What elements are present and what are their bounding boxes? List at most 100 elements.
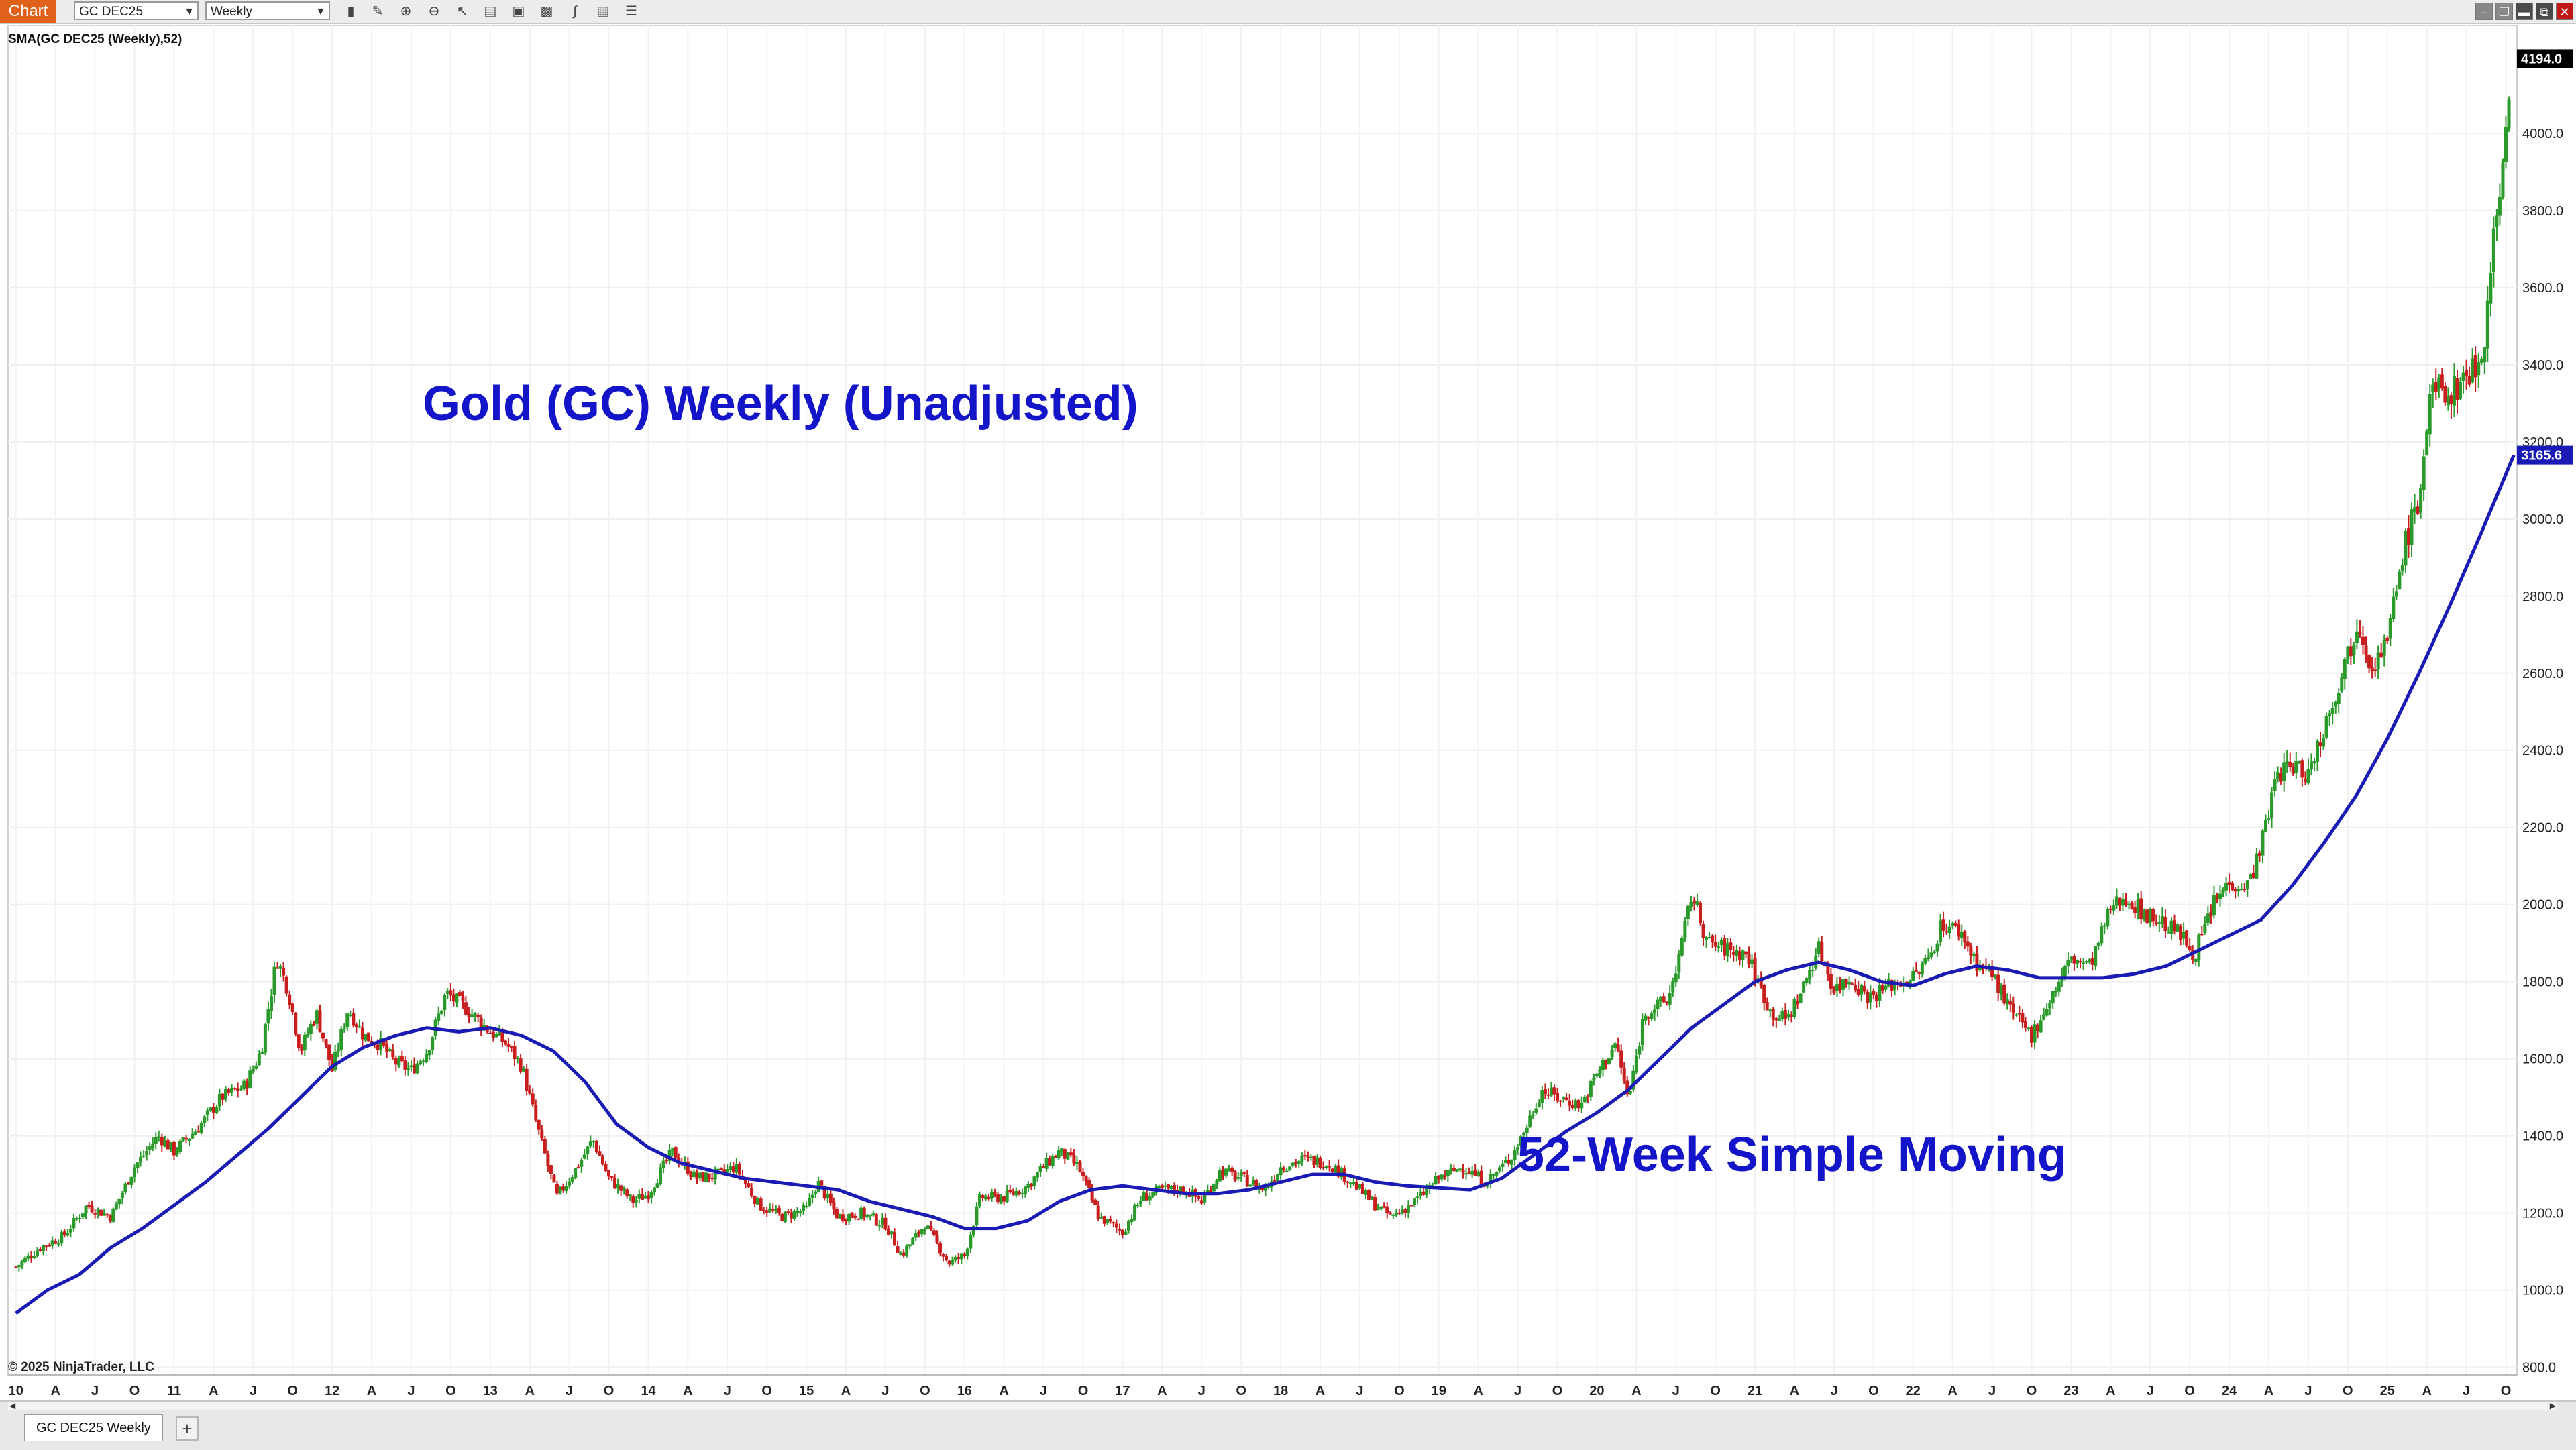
properties-icon[interactable]: ▤ bbox=[484, 4, 497, 19]
minimize-icon[interactable]: – bbox=[2475, 3, 2493, 20]
candle-body bbox=[549, 1165, 553, 1174]
candle-body bbox=[826, 1194, 830, 1198]
candle-body bbox=[519, 1058, 523, 1072]
list-icon[interactable]: ☰ bbox=[625, 4, 637, 19]
candle-body bbox=[36, 1250, 40, 1256]
candle-body bbox=[1005, 1190, 1009, 1202]
scroll-left-icon[interactable]: ◀ bbox=[9, 1401, 16, 1410]
candle-body bbox=[640, 1194, 644, 1200]
zoom-out-icon[interactable]: ⊖ bbox=[428, 4, 440, 19]
candle-body bbox=[2130, 903, 2134, 909]
zoom-in-icon[interactable]: ⊕ bbox=[400, 4, 412, 19]
candle-body bbox=[1656, 999, 1660, 1009]
candle-body bbox=[397, 1058, 401, 1066]
candle-body bbox=[574, 1168, 578, 1178]
add-tab-button[interactable]: + bbox=[176, 1416, 199, 1441]
draw-tools-icon[interactable]: ✎ bbox=[372, 4, 384, 19]
templates-icon[interactable]: ▣ bbox=[512, 4, 525, 19]
restore-icon[interactable]: ⧉ bbox=[2536, 3, 2553, 20]
candle-body bbox=[2479, 359, 2483, 363]
candle-body bbox=[60, 1232, 64, 1244]
horizontal-scrollbar[interactable]: ◀ ▶ bbox=[8, 1402, 2557, 1410]
candle-body bbox=[710, 1178, 714, 1180]
candle-body bbox=[1540, 1090, 1544, 1103]
candle-body bbox=[17, 1265, 21, 1268]
candle-body bbox=[352, 1013, 356, 1026]
candle-body bbox=[890, 1231, 894, 1235]
candle-body bbox=[1525, 1127, 1529, 1133]
candle-body bbox=[1163, 1185, 1167, 1187]
strategies-icon[interactable]: ▦ bbox=[596, 4, 610, 19]
candle-body bbox=[2209, 911, 2213, 917]
instrument-selector[interactable]: GC DEC25 ▼ bbox=[74, 1, 199, 20]
candle-body bbox=[1032, 1176, 1036, 1186]
candle-body bbox=[543, 1139, 547, 1154]
x-tick-label: 25 bbox=[2380, 1384, 2395, 1398]
candle-body bbox=[1221, 1170, 1225, 1177]
candle-body bbox=[832, 1201, 836, 1209]
candle-body bbox=[1953, 923, 1957, 926]
scroll-right-icon[interactable]: ▶ bbox=[2549, 1401, 2556, 1410]
candle-body bbox=[2224, 883, 2229, 891]
restore-icon[interactable]: ❐ bbox=[2496, 3, 2513, 20]
candle-body bbox=[893, 1232, 897, 1246]
candle-body bbox=[1747, 954, 1751, 964]
bar-type-icon[interactable]: ▮ bbox=[347, 4, 355, 19]
candle-body bbox=[1677, 954, 1681, 972]
indicators-icon[interactable]: ∫ bbox=[573, 4, 577, 19]
pointer-icon[interactable]: ↖ bbox=[456, 4, 468, 19]
candle-body bbox=[2425, 431, 2429, 455]
x-tick-label: A bbox=[841, 1384, 851, 1398]
candle-body bbox=[473, 1013, 477, 1016]
x-tick-label: J bbox=[724, 1384, 731, 1398]
candle-body bbox=[932, 1230, 936, 1235]
candle-body bbox=[1367, 1190, 1371, 1200]
candle-body bbox=[2212, 895, 2216, 916]
candle-body bbox=[503, 1040, 507, 1044]
data-box-icon[interactable]: ▩ bbox=[540, 4, 553, 19]
candle-body bbox=[625, 1189, 629, 1197]
candle-body bbox=[1519, 1136, 1523, 1146]
price-chart[interactable]: 800.0 1000.0 1200.0 1400.0 1600.0 1800.0 2000.… bbox=[0, 0, 2576, 1400]
candle-body bbox=[2118, 897, 2122, 906]
x-tick-label: O bbox=[2184, 1384, 2195, 1398]
candle-body bbox=[1945, 931, 1949, 933]
candle-body bbox=[665, 1160, 669, 1162]
close-icon[interactable]: ✕ bbox=[2556, 3, 2573, 20]
x-tick-label: O bbox=[1552, 1384, 1563, 1398]
interval-selector[interactable]: Weekly ▼ bbox=[205, 1, 330, 20]
candle-body bbox=[306, 1034, 310, 1036]
candle-body bbox=[1768, 1009, 1772, 1011]
candle-body bbox=[965, 1248, 969, 1256]
candle-body bbox=[2114, 896, 2118, 906]
y-tick-label: 1000.0 bbox=[2522, 1284, 2563, 1298]
candle-body bbox=[1939, 920, 1943, 942]
instrument-tab[interactable]: GC DEC25 Weekly bbox=[24, 1414, 163, 1441]
candle-body bbox=[2495, 215, 2499, 227]
candle-body bbox=[920, 1229, 924, 1235]
candle-body bbox=[510, 1046, 514, 1048]
candle-body bbox=[1662, 996, 1666, 1003]
candle-body bbox=[1485, 1185, 1489, 1187]
candle-body bbox=[1777, 1018, 1781, 1021]
candle-body bbox=[516, 1057, 520, 1059]
candle-body bbox=[923, 1229, 927, 1231]
x-tick-label: J bbox=[1040, 1384, 1047, 1398]
candle-body bbox=[96, 1209, 100, 1214]
candle-body bbox=[1358, 1184, 1362, 1189]
y-tick-label: 4000.0 bbox=[2522, 127, 2563, 142]
chart-tab[interactable]: Chart bbox=[0, 0, 56, 23]
candle-body bbox=[1166, 1184, 1170, 1189]
candle-body bbox=[2483, 347, 2487, 363]
candle-body bbox=[451, 994, 455, 1001]
candle-body bbox=[2008, 1001, 2012, 1005]
candle-body bbox=[1172, 1185, 1176, 1192]
candle-body bbox=[555, 1183, 559, 1194]
candle-body bbox=[841, 1214, 845, 1221]
maximize-icon[interactable]: ▬ bbox=[2516, 3, 2533, 20]
candle-body bbox=[288, 994, 292, 1005]
candle-body bbox=[1413, 1198, 1417, 1205]
candle-body bbox=[1510, 1159, 1514, 1165]
x-tick-label: J bbox=[2304, 1384, 2312, 1398]
candle-body bbox=[327, 1044, 331, 1060]
